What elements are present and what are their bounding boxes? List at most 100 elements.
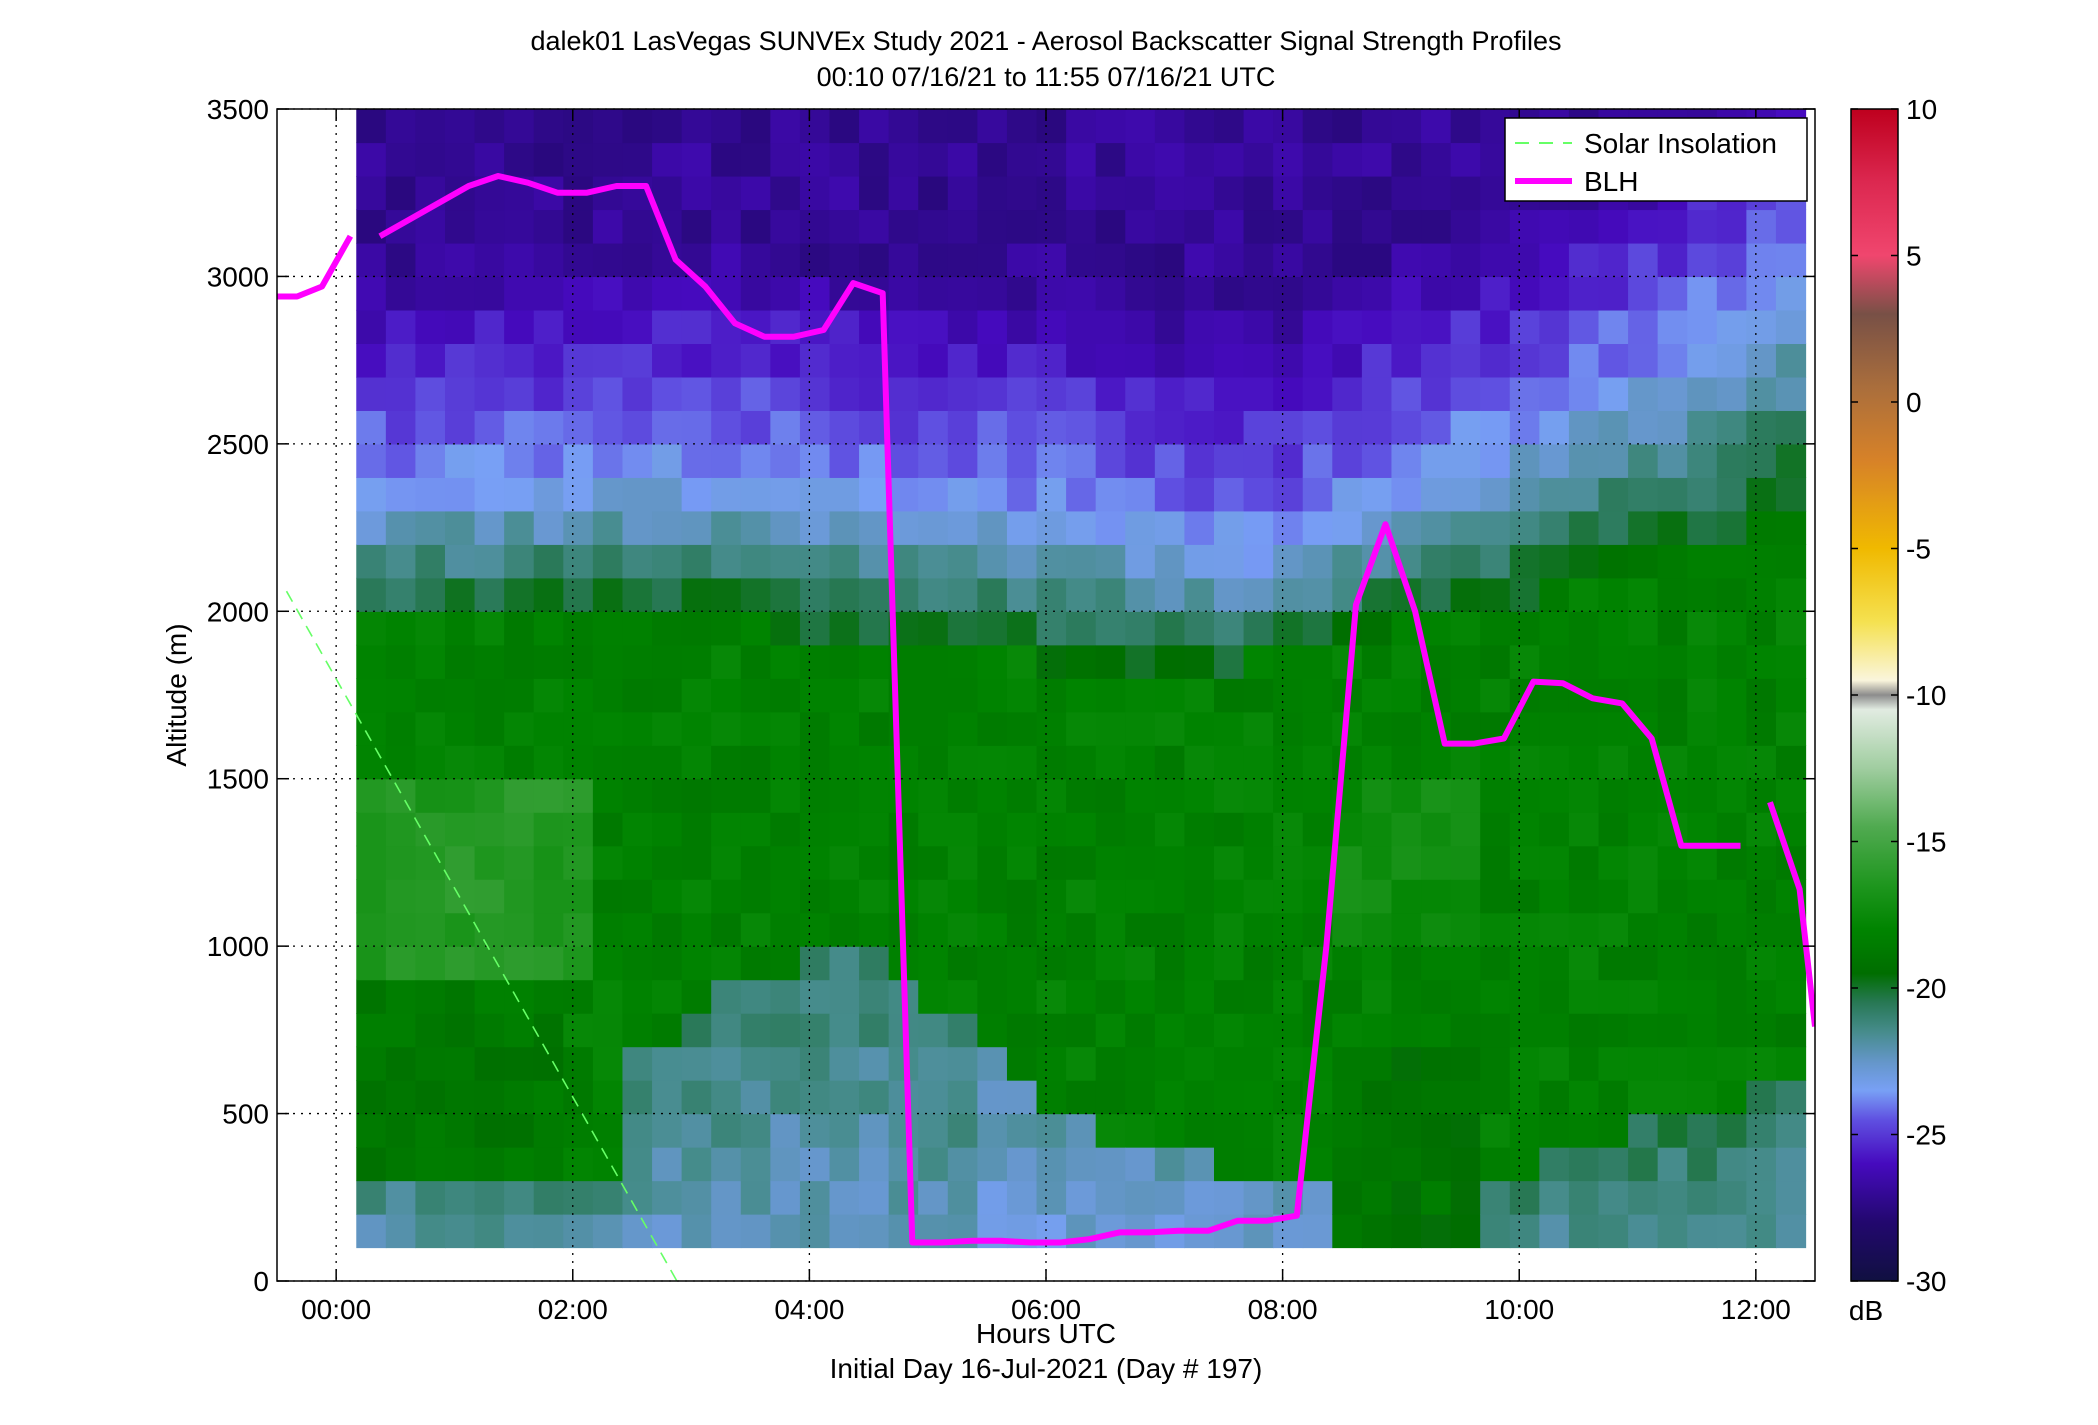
heatmap-cell [563, 644, 594, 679]
heatmap-cell [1243, 544, 1274, 579]
heatmap-cell [770, 1113, 801, 1148]
chart-titles: dalek01 LasVegas SUNVEx Study 2021 - Aer… [530, 26, 1561, 92]
heatmap-cell [918, 979, 949, 1014]
heatmap-cell [1273, 711, 1304, 746]
heatmap-cell [859, 1147, 890, 1182]
heatmap-cell [947, 745, 978, 780]
heatmap-cell [977, 745, 1008, 780]
heatmap-cell [1391, 142, 1422, 177]
heatmap-cell [1628, 611, 1659, 646]
heatmap-cell [799, 1013, 831, 1048]
heatmap-cell [770, 343, 801, 378]
heatmap-cell [1095, 142, 1126, 177]
heatmap-cell [415, 376, 446, 411]
heatmap-cell [859, 242, 890, 278]
heatmap-cell [740, 276, 771, 311]
heatmap-cell [770, 276, 801, 311]
heatmap-cell [504, 1013, 535, 1048]
heatmap-cell [1273, 410, 1304, 445]
heatmap-cell [1332, 745, 1363, 780]
heatmap-cell [1539, 209, 1570, 244]
heatmap-cell [1598, 879, 1629, 914]
heatmap-cell [1125, 109, 1156, 144]
heatmap-cell [445, 242, 476, 278]
heatmap-cell [1480, 1214, 1511, 1249]
heatmap-cell [1273, 678, 1304, 713]
heatmap-cell [504, 711, 535, 746]
heatmap-cell [1184, 242, 1215, 278]
heatmap-cell [1006, 946, 1038, 981]
heatmap-cell [1568, 845, 1600, 880]
heatmap-cell [1746, 644, 1777, 679]
heatmap-cell [1154, 276, 1186, 311]
heatmap-cell [681, 611, 712, 646]
heatmap-cell [859, 1046, 890, 1081]
heatmap-cell [1450, 644, 1481, 679]
heatmap-cell [1775, 276, 1807, 311]
heatmap-cell [1746, 1013, 1777, 1048]
heatmap-cell [1687, 1147, 1718, 1182]
heatmap-cell [1154, 477, 1186, 512]
heatmap-cell [681, 1046, 712, 1081]
heatmap-cell [592, 376, 624, 411]
heatmap-cell [445, 443, 476, 478]
heatmap-cell [740, 1214, 771, 1249]
heatmap-cell [1154, 510, 1186, 545]
heatmap-cell [1302, 343, 1333, 378]
heatmap-cell [1480, 477, 1511, 512]
heatmap-cell [711, 678, 742, 713]
heatmap-cell [652, 711, 683, 746]
heatmap-cell [829, 510, 860, 545]
heatmap-cell [1746, 1214, 1777, 1249]
y-tick-label: 3000 [207, 261, 269, 292]
heatmap-cell [711, 577, 742, 612]
heatmap-cell [1598, 611, 1629, 646]
heatmap-cell [770, 1214, 801, 1249]
heatmap-cell [1775, 209, 1807, 244]
heatmap-cell [1775, 946, 1807, 981]
heatmap-cell [445, 577, 476, 612]
heatmap-cell [1361, 812, 1393, 847]
heatmap-cell [1687, 1180, 1718, 1215]
heatmap-cell [1480, 946, 1511, 981]
heatmap-cell [533, 1046, 564, 1081]
heatmap-cell [947, 175, 978, 211]
x-tick-label: 06:00 [1011, 1294, 1081, 1325]
heatmap-cell [533, 443, 564, 478]
heatmap-cell [1568, 309, 1600, 344]
heatmap-cell [1568, 912, 1600, 947]
heatmap-cell [1361, 1147, 1393, 1182]
heatmap-cell [1154, 912, 1186, 947]
heatmap-cell [681, 109, 712, 144]
heatmap-cell [740, 175, 771, 211]
heatmap-cell [533, 711, 564, 746]
heatmap-cell [1480, 209, 1511, 244]
heatmap-cell [1095, 309, 1126, 344]
heatmap-cell [1125, 1046, 1156, 1081]
heatmap-cell [829, 343, 860, 378]
heatmap-cell [1391, 644, 1422, 679]
heatmap-cell [740, 1180, 771, 1215]
heatmap-cell [1480, 912, 1511, 947]
heatmap-cell [1006, 711, 1038, 746]
heatmap-cell [622, 577, 653, 612]
heatmap-cell [1273, 544, 1304, 579]
heatmap-cell [1361, 1046, 1393, 1081]
heatmap-cell [1775, 1214, 1807, 1249]
heatmap-cell [356, 343, 387, 378]
heatmap-cell [533, 477, 564, 512]
heatmap-cell [1273, 778, 1304, 813]
heatmap-cell [1509, 745, 1540, 780]
heatmap-cell [504, 1046, 535, 1081]
heatmap-cell [504, 611, 535, 646]
heatmap-cell [1302, 443, 1333, 478]
heatmap-cell [385, 309, 417, 344]
heatmap-cell [1746, 309, 1777, 344]
heatmap-cell [1361, 1080, 1393, 1115]
heatmap-cell [563, 376, 594, 411]
heatmap-cell [1125, 1080, 1156, 1115]
heatmap-cell [1775, 678, 1807, 713]
heatmap-cell [888, 745, 919, 780]
heatmap-cell [1450, 1080, 1481, 1115]
heatmap-cell [1480, 343, 1511, 378]
